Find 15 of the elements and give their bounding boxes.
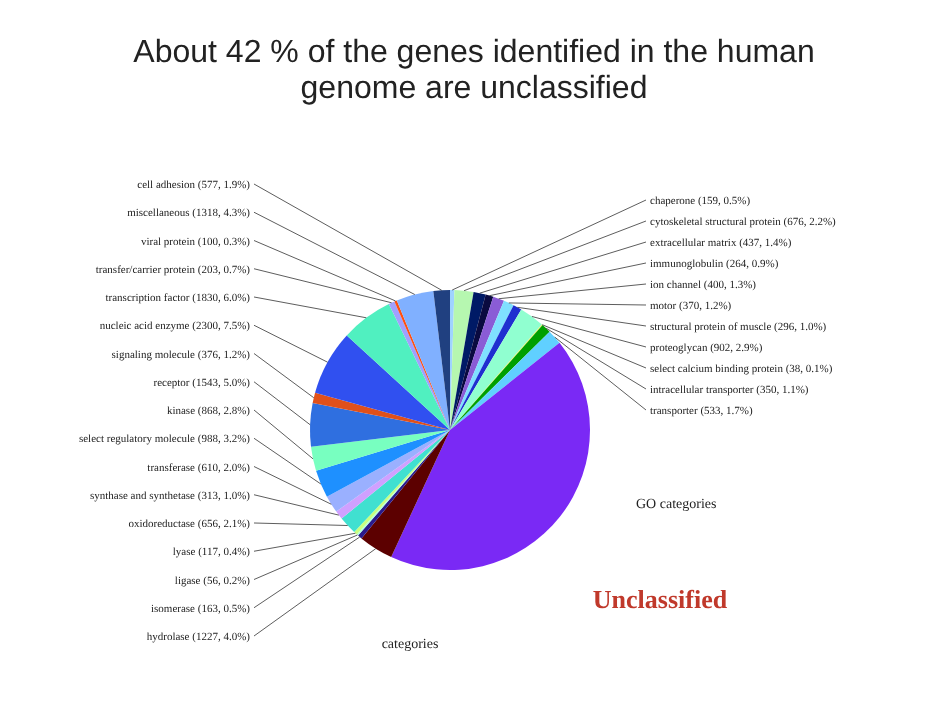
chart-title: About 42 % of the genes identified in the human genome are unclassified (133, 36, 815, 106)
pie-slice (450, 296, 504, 430)
pie-slice (450, 292, 486, 430)
pie-slice (391, 342, 590, 570)
pie-slice (310, 402, 450, 447)
pie-slice (433, 290, 450, 430)
pie-slice (316, 430, 450, 497)
pie-slice (361, 430, 450, 558)
pie-slice (311, 430, 450, 471)
pie-slice (346, 304, 450, 430)
slice-label: Unclassified (592, 584, 729, 614)
pie-slice (312, 392, 450, 430)
pie-slice (450, 294, 494, 430)
pie-slice (450, 290, 474, 430)
pie-slice (315, 335, 450, 430)
